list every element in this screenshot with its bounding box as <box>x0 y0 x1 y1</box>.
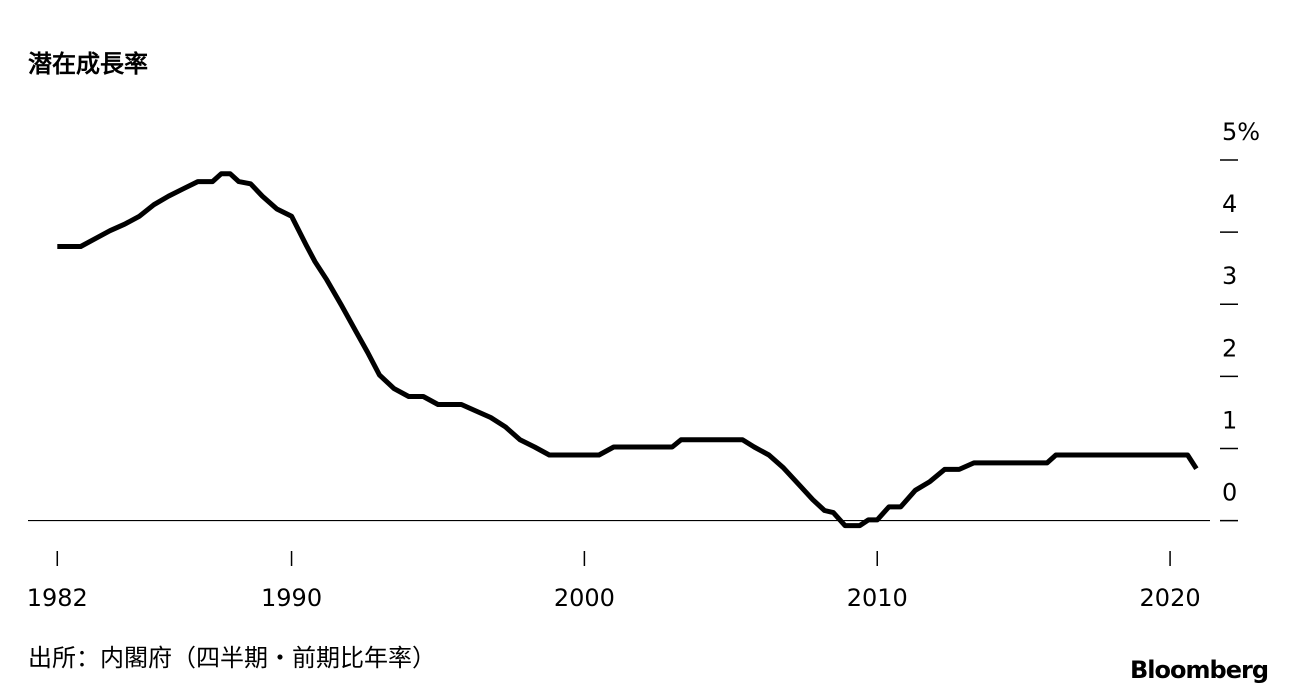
source-note: 出所：内閣府（四半期・前期比年率） <box>28 644 436 672</box>
chart-title: 潜在成長率 <box>28 50 148 78</box>
line-series <box>57 171 1199 529</box>
y-tick-label: 4 <box>1222 190 1237 218</box>
y-tick-label: 1 <box>1222 406 1237 434</box>
x-tick-label: 2010 <box>847 584 908 612</box>
y-tick-label: 0 <box>1222 479 1237 507</box>
y-tick-label: 2 <box>1222 334 1237 362</box>
y-tick-label: 3 <box>1222 262 1237 290</box>
x-tick-label: 1990 <box>261 584 322 612</box>
x-tick-label: 1982 <box>27 584 88 612</box>
x-tick-label: 2020 <box>1140 584 1201 612</box>
brand: Bloomberg <box>1130 656 1268 684</box>
y-tick-label: 5% <box>1222 118 1260 146</box>
x-tick-label: 2000 <box>554 584 615 612</box>
